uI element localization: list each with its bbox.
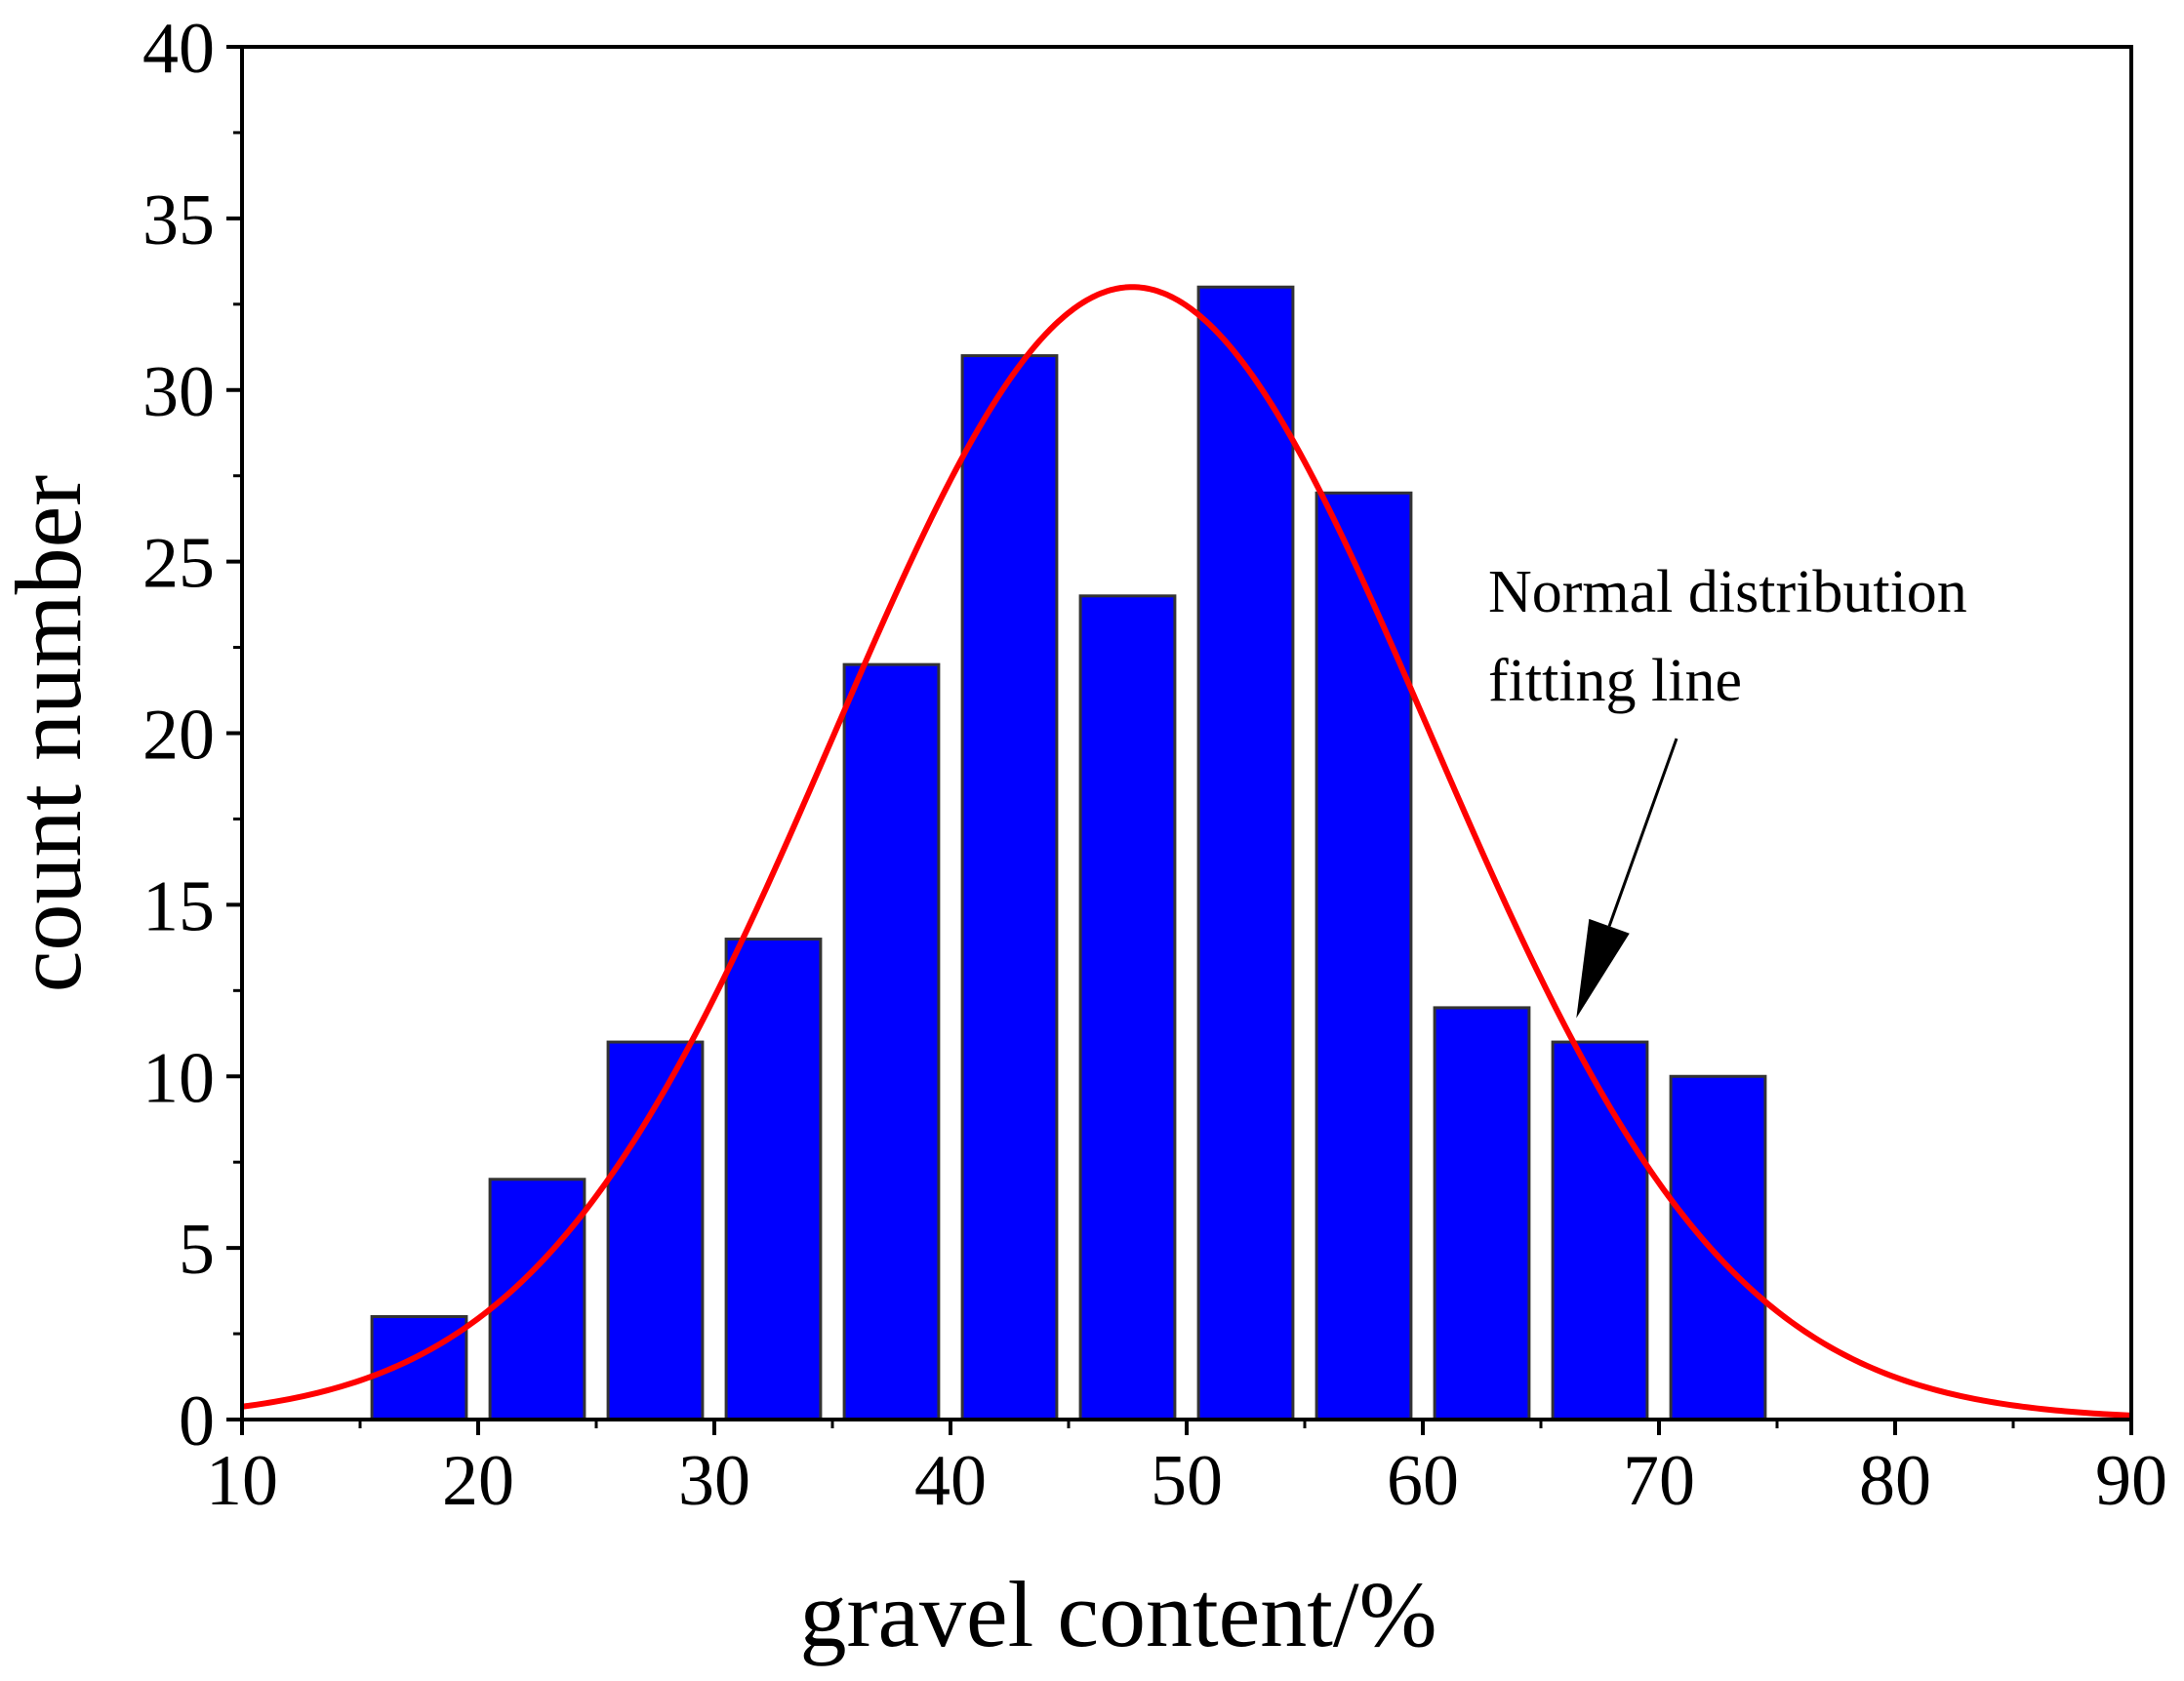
fit-line-annotation: Normal distribution fitting line xyxy=(1488,559,1967,1019)
y-tick-label: 40 xyxy=(142,9,215,89)
y-tick-label: 20 xyxy=(142,696,215,776)
bar-6 xyxy=(1078,594,1177,1421)
y-tick-label: 25 xyxy=(142,524,215,604)
bar-4 xyxy=(842,662,941,1421)
x-tick-label: 20 xyxy=(442,1441,514,1521)
annotation-arrow-shaft xyxy=(1607,738,1678,927)
y-tick-label: 0 xyxy=(179,1381,215,1461)
y-axis-ticks: 0 5 10 15 20 25 30 35 40 xyxy=(142,9,242,1461)
x-tick-label: 10 xyxy=(206,1441,278,1521)
bar-10 xyxy=(1551,1040,1649,1421)
y-tick-label: 15 xyxy=(142,866,215,946)
x-tick-label: 50 xyxy=(1151,1441,1223,1521)
y-tick-label: 30 xyxy=(142,352,215,432)
bar-11 xyxy=(1669,1074,1767,1421)
x-tick-label: 40 xyxy=(914,1441,987,1521)
annotation-arrow-head xyxy=(1576,918,1630,1019)
y-axis-label: count number xyxy=(0,475,101,993)
x-tick-label: 30 xyxy=(678,1441,750,1521)
x-tick-label: 80 xyxy=(1859,1441,1931,1521)
bar-7 xyxy=(1196,285,1295,1421)
x-tick-label: 70 xyxy=(1623,1441,1695,1521)
bar-3 xyxy=(724,938,823,1421)
bar-2 xyxy=(606,1040,705,1421)
bar-9 xyxy=(1433,1006,1531,1421)
x-axis-ticks: 10 20 30 40 50 60 70 80 90 xyxy=(206,1420,2167,1521)
y-tick-label: 5 xyxy=(179,1210,215,1290)
y-tick-label: 10 xyxy=(142,1038,215,1118)
annotation-line-1: Normal distribution xyxy=(1488,559,1967,625)
bars-group xyxy=(370,285,1767,1421)
x-tick-label: 60 xyxy=(1387,1441,1459,1521)
x-axis-label: gravel content/% xyxy=(799,1562,1436,1666)
x-tick-label: 90 xyxy=(2095,1441,2167,1521)
bar-5 xyxy=(960,354,1059,1421)
annotation-line-2: fitting line xyxy=(1488,648,1742,714)
bar-8 xyxy=(1314,491,1413,1421)
y-tick-label: 35 xyxy=(142,180,215,260)
normal-fit-curve xyxy=(241,284,2132,1419)
